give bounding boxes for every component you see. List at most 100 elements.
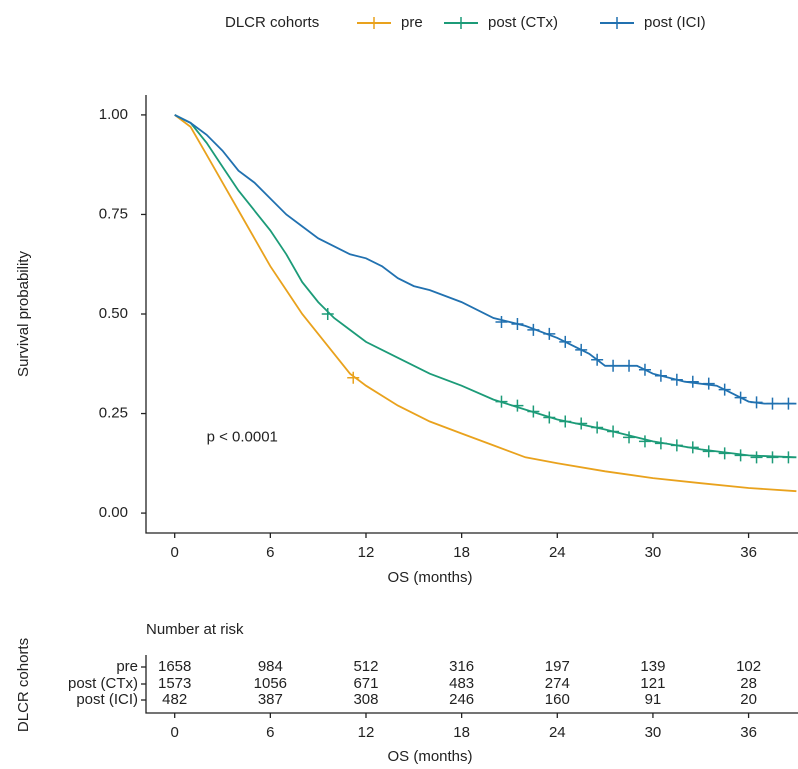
risk-count: 316 bbox=[449, 658, 474, 675]
x-axis-title: OS (months) bbox=[387, 569, 472, 586]
censor-mark bbox=[559, 335, 572, 348]
censor-mark bbox=[702, 445, 715, 458]
axis-line bbox=[145, 95, 798, 534]
censor-mark bbox=[607, 359, 620, 372]
censor-mark bbox=[591, 421, 604, 434]
x-tick-label: 12 bbox=[358, 724, 375, 741]
x-tick-label: 6 bbox=[266, 544, 274, 561]
x-tick-label: 12 bbox=[358, 544, 375, 561]
censor-mark bbox=[766, 397, 779, 410]
risk-count: 160 bbox=[545, 691, 570, 708]
y-tick-label: 0.25 bbox=[99, 405, 128, 422]
y-tick-label: 1.00 bbox=[99, 106, 128, 123]
censor-mark bbox=[782, 397, 795, 410]
censor-mark bbox=[575, 343, 588, 356]
censor-mark bbox=[607, 425, 620, 438]
risk-count: 483 bbox=[449, 675, 474, 692]
survival-curve bbox=[174, 114, 797, 405]
y-axis-title: Survival probability bbox=[15, 251, 32, 377]
survival-curve bbox=[174, 114, 797, 493]
x-tick-label: 0 bbox=[171, 724, 179, 741]
censor-mark bbox=[511, 317, 524, 330]
risk-axis-line bbox=[145, 655, 798, 714]
row-label: post (CTx) bbox=[68, 675, 138, 692]
censor-mark bbox=[575, 417, 588, 430]
censor-mark bbox=[734, 449, 747, 462]
risk-count: 512 bbox=[353, 658, 378, 675]
censor-mark bbox=[638, 435, 651, 448]
legend-label: pre bbox=[401, 14, 423, 31]
legend-swatch-marker bbox=[368, 17, 380, 29]
x-tick-label: 24 bbox=[549, 544, 566, 561]
risk-count: 1056 bbox=[254, 675, 287, 692]
x-tick-label: 6 bbox=[266, 724, 274, 741]
x-tick-label: 30 bbox=[645, 724, 662, 741]
censor-mark bbox=[734, 391, 747, 404]
risk-count: 984 bbox=[258, 658, 283, 675]
censor-mark bbox=[623, 359, 636, 372]
censor-mark bbox=[750, 451, 763, 464]
censor-mark bbox=[638, 363, 651, 376]
censor-mark bbox=[766, 451, 779, 464]
legend-swatch-marker bbox=[455, 17, 467, 29]
legend-label: post (CTx) bbox=[488, 14, 558, 31]
censor-mark bbox=[559, 415, 572, 428]
risk-count: 139 bbox=[640, 658, 665, 675]
risk-count: 121 bbox=[640, 675, 665, 692]
row-label: post (ICI) bbox=[76, 691, 138, 708]
risk-count: 1658 bbox=[158, 658, 191, 675]
risk-count: 1573 bbox=[158, 675, 191, 692]
y-tick-label: 0.00 bbox=[99, 504, 128, 521]
censor-mark bbox=[702, 377, 715, 390]
annotation: p < 0.0001 bbox=[207, 428, 278, 445]
censor-mark bbox=[623, 431, 636, 444]
censor-mark bbox=[718, 383, 731, 396]
risk-count: 197 bbox=[545, 658, 570, 675]
row-label: pre bbox=[116, 658, 138, 675]
censor-mark bbox=[527, 323, 540, 336]
censor-mark bbox=[495, 395, 508, 408]
plot-area bbox=[174, 114, 797, 493]
x-tick-label: 30 bbox=[645, 544, 662, 561]
x-tick-label: 0 bbox=[171, 544, 179, 561]
censor-mark bbox=[670, 373, 683, 386]
risk-x-axis-title: OS (months) bbox=[387, 748, 472, 765]
x-tick-label: 18 bbox=[453, 544, 470, 561]
censor-mark bbox=[686, 375, 699, 388]
censor-mark bbox=[321, 308, 334, 320]
risk-table-title: Number at risk bbox=[146, 621, 244, 638]
risk-count: 482 bbox=[162, 691, 187, 708]
risk-count: 274 bbox=[545, 675, 570, 692]
y-tick-label: 0.50 bbox=[99, 305, 128, 322]
censor-mark bbox=[347, 371, 360, 384]
risk-count: 246 bbox=[449, 691, 474, 708]
x-tick-label: 18 bbox=[453, 724, 470, 741]
censor-mark bbox=[686, 441, 699, 454]
risk-y-axis-title: DLCR cohorts bbox=[15, 638, 32, 732]
x-tick-label: 36 bbox=[740, 544, 757, 561]
risk-count: 387 bbox=[258, 691, 283, 708]
censor-mark bbox=[511, 399, 524, 412]
survival-curve bbox=[174, 114, 797, 459]
censor-mark bbox=[718, 447, 731, 460]
censor-mark bbox=[654, 369, 667, 382]
x-tick-label: 36 bbox=[740, 724, 757, 741]
legend-title: DLCR cohorts bbox=[225, 14, 319, 31]
censor-mark bbox=[527, 405, 540, 418]
risk-count: 91 bbox=[645, 691, 662, 708]
censor-mark bbox=[543, 327, 556, 340]
legend-label: post (ICI) bbox=[644, 14, 706, 31]
risk-count: 28 bbox=[740, 675, 757, 692]
y-tick-label: 0.75 bbox=[99, 205, 128, 222]
risk-count: 671 bbox=[353, 675, 378, 692]
risk-count: 20 bbox=[740, 691, 757, 708]
censor-mark bbox=[495, 315, 508, 328]
censor-mark bbox=[591, 353, 604, 366]
censor-mark bbox=[670, 439, 683, 452]
censor-mark bbox=[654, 437, 667, 450]
x-tick-label: 24 bbox=[549, 724, 566, 741]
censor-mark bbox=[543, 411, 556, 424]
legend-swatch-marker bbox=[611, 17, 623, 29]
censor-mark bbox=[782, 451, 795, 464]
risk-count: 308 bbox=[353, 691, 378, 708]
